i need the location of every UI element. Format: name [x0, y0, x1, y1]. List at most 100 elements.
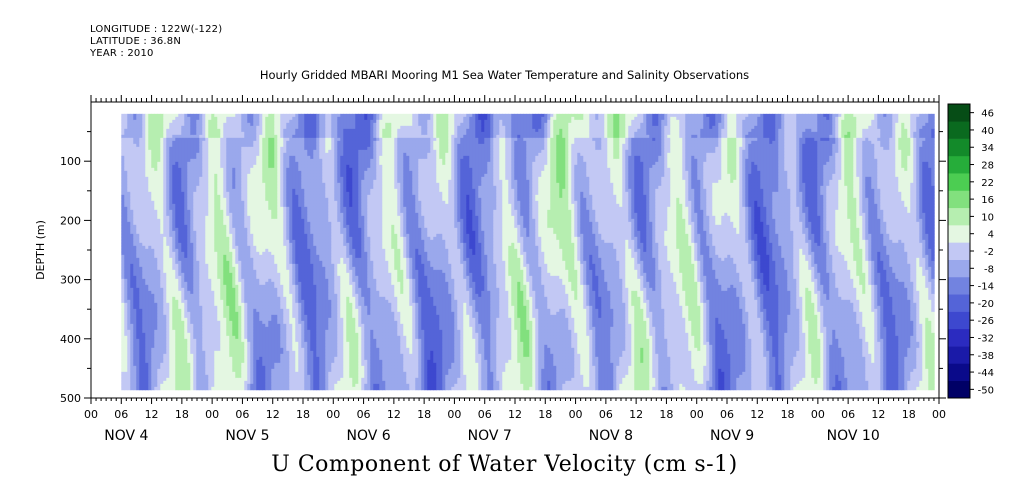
heatmap-cell [244, 239, 248, 244]
heatmap-cell [133, 299, 137, 304]
heatmap-cell [208, 341, 212, 346]
heatmap-cell [238, 332, 242, 337]
heatmap-cell [133, 365, 137, 370]
heatmap-cell [142, 215, 146, 220]
heatmap-cell [280, 200, 284, 205]
heatmap-cell [223, 362, 227, 367]
heatmap-cell [226, 341, 230, 346]
heatmap-cell [166, 227, 170, 232]
heatmap-cell [241, 167, 245, 172]
heatmap-cell [256, 317, 260, 322]
heatmap-cell [139, 182, 143, 187]
heatmap-cell [253, 176, 257, 181]
heatmap-cell [136, 164, 140, 169]
heatmap-cell [205, 140, 209, 145]
heatmap-cell [220, 290, 224, 295]
heatmap-cell [259, 368, 263, 373]
heatmap-cell [151, 158, 155, 163]
heatmap-cell [208, 176, 212, 181]
heatmap-cell [220, 269, 224, 274]
heatmap-cell [133, 122, 137, 127]
heatmap-cell [202, 362, 206, 367]
heatmap-cell [229, 134, 233, 139]
heatmap-cell [277, 353, 281, 358]
heatmap-cell [220, 227, 224, 232]
heatmap-cell [226, 242, 230, 247]
heatmap-cell [235, 116, 239, 121]
heatmap-cell [205, 221, 209, 226]
heatmap-cell [238, 383, 242, 388]
heatmap-cell [163, 260, 167, 265]
heatmap-cell [196, 317, 200, 322]
heatmap-cell [232, 371, 236, 376]
heatmap-cell [220, 371, 224, 376]
heatmap-cell [136, 326, 140, 331]
heatmap-cell [154, 143, 158, 148]
heatmap-cell [148, 350, 152, 355]
heatmap-cell [211, 176, 215, 181]
heatmap-cell [199, 134, 203, 139]
heatmap-cell [187, 260, 191, 265]
heatmap-cell [199, 227, 203, 232]
heatmap-cell [136, 152, 140, 157]
heatmap-cell [199, 338, 203, 343]
heatmap-cell [238, 302, 242, 307]
heatmap-cell [148, 251, 152, 256]
heatmap-cell [208, 350, 212, 355]
heatmap-cell [235, 329, 239, 334]
heatmap-cell [238, 203, 242, 208]
heatmap-cell [172, 347, 176, 352]
heatmap-cell [184, 332, 188, 337]
heatmap-cell [238, 128, 242, 133]
heatmap-cell [172, 143, 176, 148]
heatmap-cell [223, 254, 227, 259]
heatmap-cell [169, 254, 173, 259]
heatmap-cell [175, 287, 179, 292]
heatmap-cell [223, 122, 227, 127]
heatmap-cell [244, 377, 248, 382]
heatmap-cell [274, 233, 278, 238]
heatmap-cell [199, 344, 203, 349]
heatmap-cell [163, 311, 167, 316]
heatmap-cell [211, 377, 215, 382]
heatmap-cell [250, 353, 254, 358]
heatmap-cell [244, 317, 248, 322]
heatmap-cell [220, 386, 224, 391]
heatmap-cell [268, 131, 272, 136]
heatmap-cell [169, 362, 173, 367]
heatmap-cell [139, 356, 143, 361]
heatmap-cell [136, 179, 140, 184]
heatmap-cell [193, 125, 197, 130]
heatmap-cell [154, 152, 158, 157]
heatmap-cell [226, 326, 230, 331]
heatmap-cell [277, 302, 281, 307]
heatmap-cell [166, 161, 170, 166]
heatmap-cell [235, 377, 239, 382]
heatmap-cell [148, 287, 152, 292]
heatmap-cell [265, 314, 269, 319]
heatmap-cell [181, 380, 185, 385]
heatmap-cell [193, 284, 197, 289]
heatmap-cell [160, 212, 164, 217]
heatmap-cell [211, 287, 215, 292]
heatmap-cell [202, 251, 206, 256]
heatmap-cell [151, 218, 155, 223]
heatmap-cell [154, 236, 158, 241]
heatmap-cell [265, 287, 269, 292]
heatmap-cell [268, 263, 272, 268]
heatmap-cell [283, 155, 287, 160]
heatmap-cell [187, 143, 191, 148]
heatmap-cell [220, 281, 224, 286]
heatmap-cell [265, 317, 269, 322]
heatmap-cell [241, 266, 245, 271]
heatmap-cell [130, 242, 134, 247]
heatmap-cell [280, 305, 284, 310]
heatmap-cell [268, 224, 272, 229]
heatmap-cell [145, 332, 149, 337]
heatmap-cell [274, 128, 278, 133]
heatmap-cell [208, 368, 212, 373]
heatmap-cell [205, 380, 209, 385]
heatmap-cell [217, 257, 221, 262]
heatmap-cell [154, 155, 158, 160]
heatmap-cell [226, 302, 230, 307]
